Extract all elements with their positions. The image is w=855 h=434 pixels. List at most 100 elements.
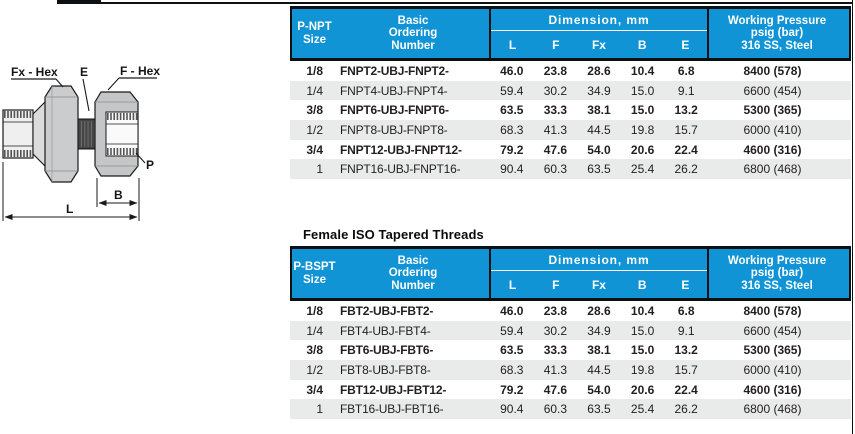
dim-f-cell: 60.3 bbox=[543, 402, 568, 417]
dim-f-cell: 23.8 bbox=[543, 63, 568, 78]
ordering-number-cell: FNPT16-UBJ-FNPT16- bbox=[340, 162, 461, 177]
pressure-cell: 6600 (454) bbox=[743, 83, 802, 98]
size-cell: 3/8 bbox=[306, 103, 323, 118]
table-row: 3/4 FBT12-UBJ-FBT12- 79.2 47.6 54.0 20.6 22.4 4… bbox=[290, 380, 851, 400]
dim-l-cell: 46.0 bbox=[500, 303, 524, 318]
table-row: 1 FBT16-UBJ-FBT16- 90.4 60.3 63.5 25.4 26.2 680… bbox=[290, 399, 851, 420]
dim-fx-cell: 54.0 bbox=[587, 142, 611, 157]
size-cell: 1 bbox=[316, 162, 323, 177]
dim-fx-cell: 28.6 bbox=[587, 303, 611, 318]
ordering-header-line: Ordering bbox=[388, 27, 438, 40]
table-row: 1/4 FNPT4-UBJ-FNPT4- 59.4 30.2 34.9 15.0 9.1 66… bbox=[290, 80, 851, 101]
b-dimension-label: B bbox=[114, 188, 123, 202]
pressure-cell: 6000 (410) bbox=[743, 122, 802, 137]
dimension-column-group-header: Dimension, mm L F Fx B E bbox=[489, 249, 707, 298]
dim-b-cell: 15.0 bbox=[630, 323, 655, 338]
dim-fx-cell: 38.1 bbox=[587, 103, 611, 118]
size-cell: 1 bbox=[316, 402, 323, 417]
npt-table: P-NPT Size Basic Ordering Number Dimensi… bbox=[290, 6, 851, 180]
dim-b-cell: 15.0 bbox=[630, 83, 655, 98]
dim-l-cell: 63.5 bbox=[500, 103, 524, 118]
table-row: 1/8 FBT2-UBJ-FBT2- 46.0 23.8 28.6 10.4 6.8 8400… bbox=[290, 301, 851, 321]
dim-f-cell: 41.3 bbox=[543, 362, 568, 377]
dim-b-cell: 20.6 bbox=[630, 142, 655, 157]
size-cell: 1/2 bbox=[306, 362, 323, 377]
dim-e-cell: 26.2 bbox=[674, 402, 698, 417]
dim-l-cell: 59.4 bbox=[500, 83, 524, 98]
dim-l-cell: 79.2 bbox=[500, 382, 524, 397]
dim-f-cell: 33.3 bbox=[543, 103, 568, 118]
dim-b-cell: 15.0 bbox=[630, 343, 655, 358]
dim-f-cell: 30.2 bbox=[543, 323, 568, 338]
size-header-line: Size bbox=[302, 33, 326, 46]
dimension-column-group-header: Dimension, mm L F Fx B E bbox=[489, 9, 707, 58]
working-pressure-column-header: Working Pressure psig (bar) 316 SS, Stee… bbox=[707, 249, 845, 298]
left-threaded-port bbox=[2, 109, 34, 159]
l-dimension-label: L bbox=[66, 202, 73, 216]
pressure-cell: 6800 (468) bbox=[743, 402, 802, 417]
ordering-number-cell: FBT4-UBJ-FBT4- bbox=[340, 323, 431, 338]
size-cell: 3/4 bbox=[306, 142, 323, 157]
ordering-number-cell: FNPT6-UBJ-FNPT6- bbox=[340, 103, 449, 118]
dim-e-cell: 13.2 bbox=[674, 103, 698, 118]
dim-fx-cell: 34.9 bbox=[587, 83, 611, 98]
dim-f-cell: 30.2 bbox=[543, 83, 568, 98]
size-header-line: P-NPT bbox=[297, 21, 332, 33]
fitting-technical-drawing: Fx - Hex E F - Hex P bbox=[0, 56, 268, 228]
fitting-cross-section-drawing: Fx - Hex E F - Hex P bbox=[2, 64, 160, 221]
dim-e-cell: 15.7 bbox=[674, 122, 698, 137]
size-cell: 1/8 bbox=[306, 303, 323, 318]
dim-f-cell: 60.3 bbox=[543, 162, 568, 177]
working-pressure-column-header: Working Pressure psig (bar) 316 SS, Stee… bbox=[707, 9, 845, 58]
dim-fx-cell: 63.5 bbox=[587, 162, 611, 177]
dim-e-cell: 15.7 bbox=[674, 362, 698, 377]
dim-b-cell: 19.8 bbox=[630, 122, 655, 137]
dim-fx-cell: 54.0 bbox=[587, 382, 611, 397]
dimension-group-title: Dimension, mm bbox=[491, 249, 707, 271]
dim-l-cell: 79.2 bbox=[500, 142, 524, 157]
table-row: 1/8 FNPT2-UBJ-FNPT2- 46.0 23.8 28.6 10.4 6.8 84… bbox=[290, 61, 851, 81]
bspt-table: P-BSPT Size Basic Ordering Number Dimens… bbox=[290, 246, 851, 420]
dim-b-cell: 10.4 bbox=[630, 63, 655, 78]
dim-e-cell: 9.1 bbox=[677, 83, 695, 98]
e-label: E bbox=[80, 65, 88, 79]
top-rule-thick-segment bbox=[57, 0, 101, 4]
dim-e-cell: 13.2 bbox=[674, 343, 698, 358]
ordering-number-cell: FBT16-UBJ-FBT16- bbox=[340, 402, 444, 417]
pressure-cell: 5300 (365) bbox=[743, 103, 802, 118]
dim-fx-cell: 34.9 bbox=[587, 323, 611, 338]
size-cell: 3/8 bbox=[306, 343, 323, 358]
dim-l-cell: 63.5 bbox=[500, 343, 524, 358]
dim-f-cell: 47.6 bbox=[543, 142, 568, 157]
dim-l-cell: 68.3 bbox=[500, 122, 524, 137]
ordering-number-cell: FBT8-UBJ-FBT8- bbox=[340, 362, 431, 377]
pressure-header-line: psig (bar) bbox=[750, 267, 804, 280]
dim-b-cell: 19.8 bbox=[630, 362, 655, 377]
dim-col-l: L bbox=[508, 37, 517, 52]
size-cell: 1/8 bbox=[306, 63, 323, 78]
size-column-header: P-BSPT Size bbox=[292, 249, 337, 298]
pressure-cell: 6600 (454) bbox=[743, 323, 802, 338]
dim-b-cell: 25.4 bbox=[630, 402, 655, 417]
table-row: 1/2 FNPT8-UBJ-FNPT8- 68.3 41.3 44.5 19.8 15.7 6… bbox=[290, 120, 851, 140]
table-row: 1/4 FBT4-UBJ-FBT4- 59.4 30.2 34.9 15.0 9.1 6600… bbox=[290, 320, 851, 341]
pressure-cell: 8400 (578) bbox=[743, 63, 802, 78]
dim-fx-cell: 38.1 bbox=[587, 343, 611, 358]
dimension-group-title: Dimension, mm bbox=[491, 9, 707, 31]
dim-fx-cell: 28.6 bbox=[587, 63, 611, 78]
f-hex-callout: F - Hex bbox=[107, 64, 160, 91]
dim-e-cell: 22.4 bbox=[674, 142, 698, 157]
dim-col-fx: Fx bbox=[591, 277, 606, 292]
ordering-number-cell: FBT2-UBJ-FBT2- bbox=[340, 303, 434, 318]
size-cell: 1/2 bbox=[306, 122, 323, 137]
size-cell: 3/4 bbox=[306, 382, 323, 397]
dim-fx-cell: 44.5 bbox=[587, 122, 611, 137]
table-row: 1/2 FBT8-UBJ-FBT8- 68.3 41.3 44.5 19.8 15.7 600… bbox=[290, 360, 851, 380]
table-row: 3/8 FBT6-UBJ-FBT6- 63.5 33.3 38.1 15.0 13.2 530… bbox=[290, 340, 851, 360]
dim-col-f: F bbox=[552, 277, 560, 292]
right-edge-rule bbox=[851, 0, 854, 434]
size-header-line: Size bbox=[302, 273, 326, 286]
dimension-subheaders: L F Fx B E bbox=[491, 271, 707, 298]
table-row: 3/4 FNPT12-UBJ-FNPT12- 79.2 47.6 54.0 20.6 22.… bbox=[290, 140, 851, 160]
f-hex-label: F - Hex bbox=[120, 64, 160, 78]
